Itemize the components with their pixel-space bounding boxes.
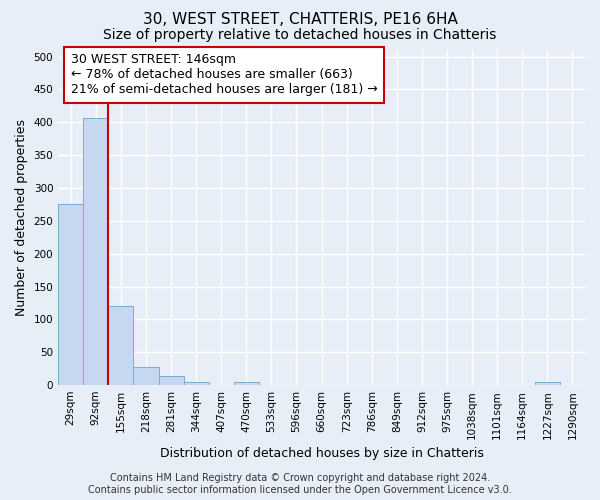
Text: 30 WEST STREET: 146sqm
← 78% of detached houses are smaller (663)
21% of semi-de: 30 WEST STREET: 146sqm ← 78% of detached… bbox=[71, 54, 377, 96]
Bar bbox=[133, 366, 158, 385]
Bar bbox=[83, 118, 109, 385]
Text: 30, WEST STREET, CHATTERIS, PE16 6HA: 30, WEST STREET, CHATTERIS, PE16 6HA bbox=[143, 12, 457, 28]
Bar bbox=[184, 382, 209, 385]
Bar bbox=[234, 382, 259, 385]
Text: Size of property relative to detached houses in Chatteris: Size of property relative to detached ho… bbox=[103, 28, 497, 42]
Y-axis label: Number of detached properties: Number of detached properties bbox=[15, 119, 28, 316]
Bar bbox=[535, 382, 560, 385]
Bar bbox=[109, 306, 133, 385]
X-axis label: Distribution of detached houses by size in Chatteris: Distribution of detached houses by size … bbox=[160, 447, 484, 460]
Bar bbox=[158, 376, 184, 385]
Text: Contains HM Land Registry data © Crown copyright and database right 2024.
Contai: Contains HM Land Registry data © Crown c… bbox=[88, 474, 512, 495]
Bar bbox=[58, 204, 83, 385]
